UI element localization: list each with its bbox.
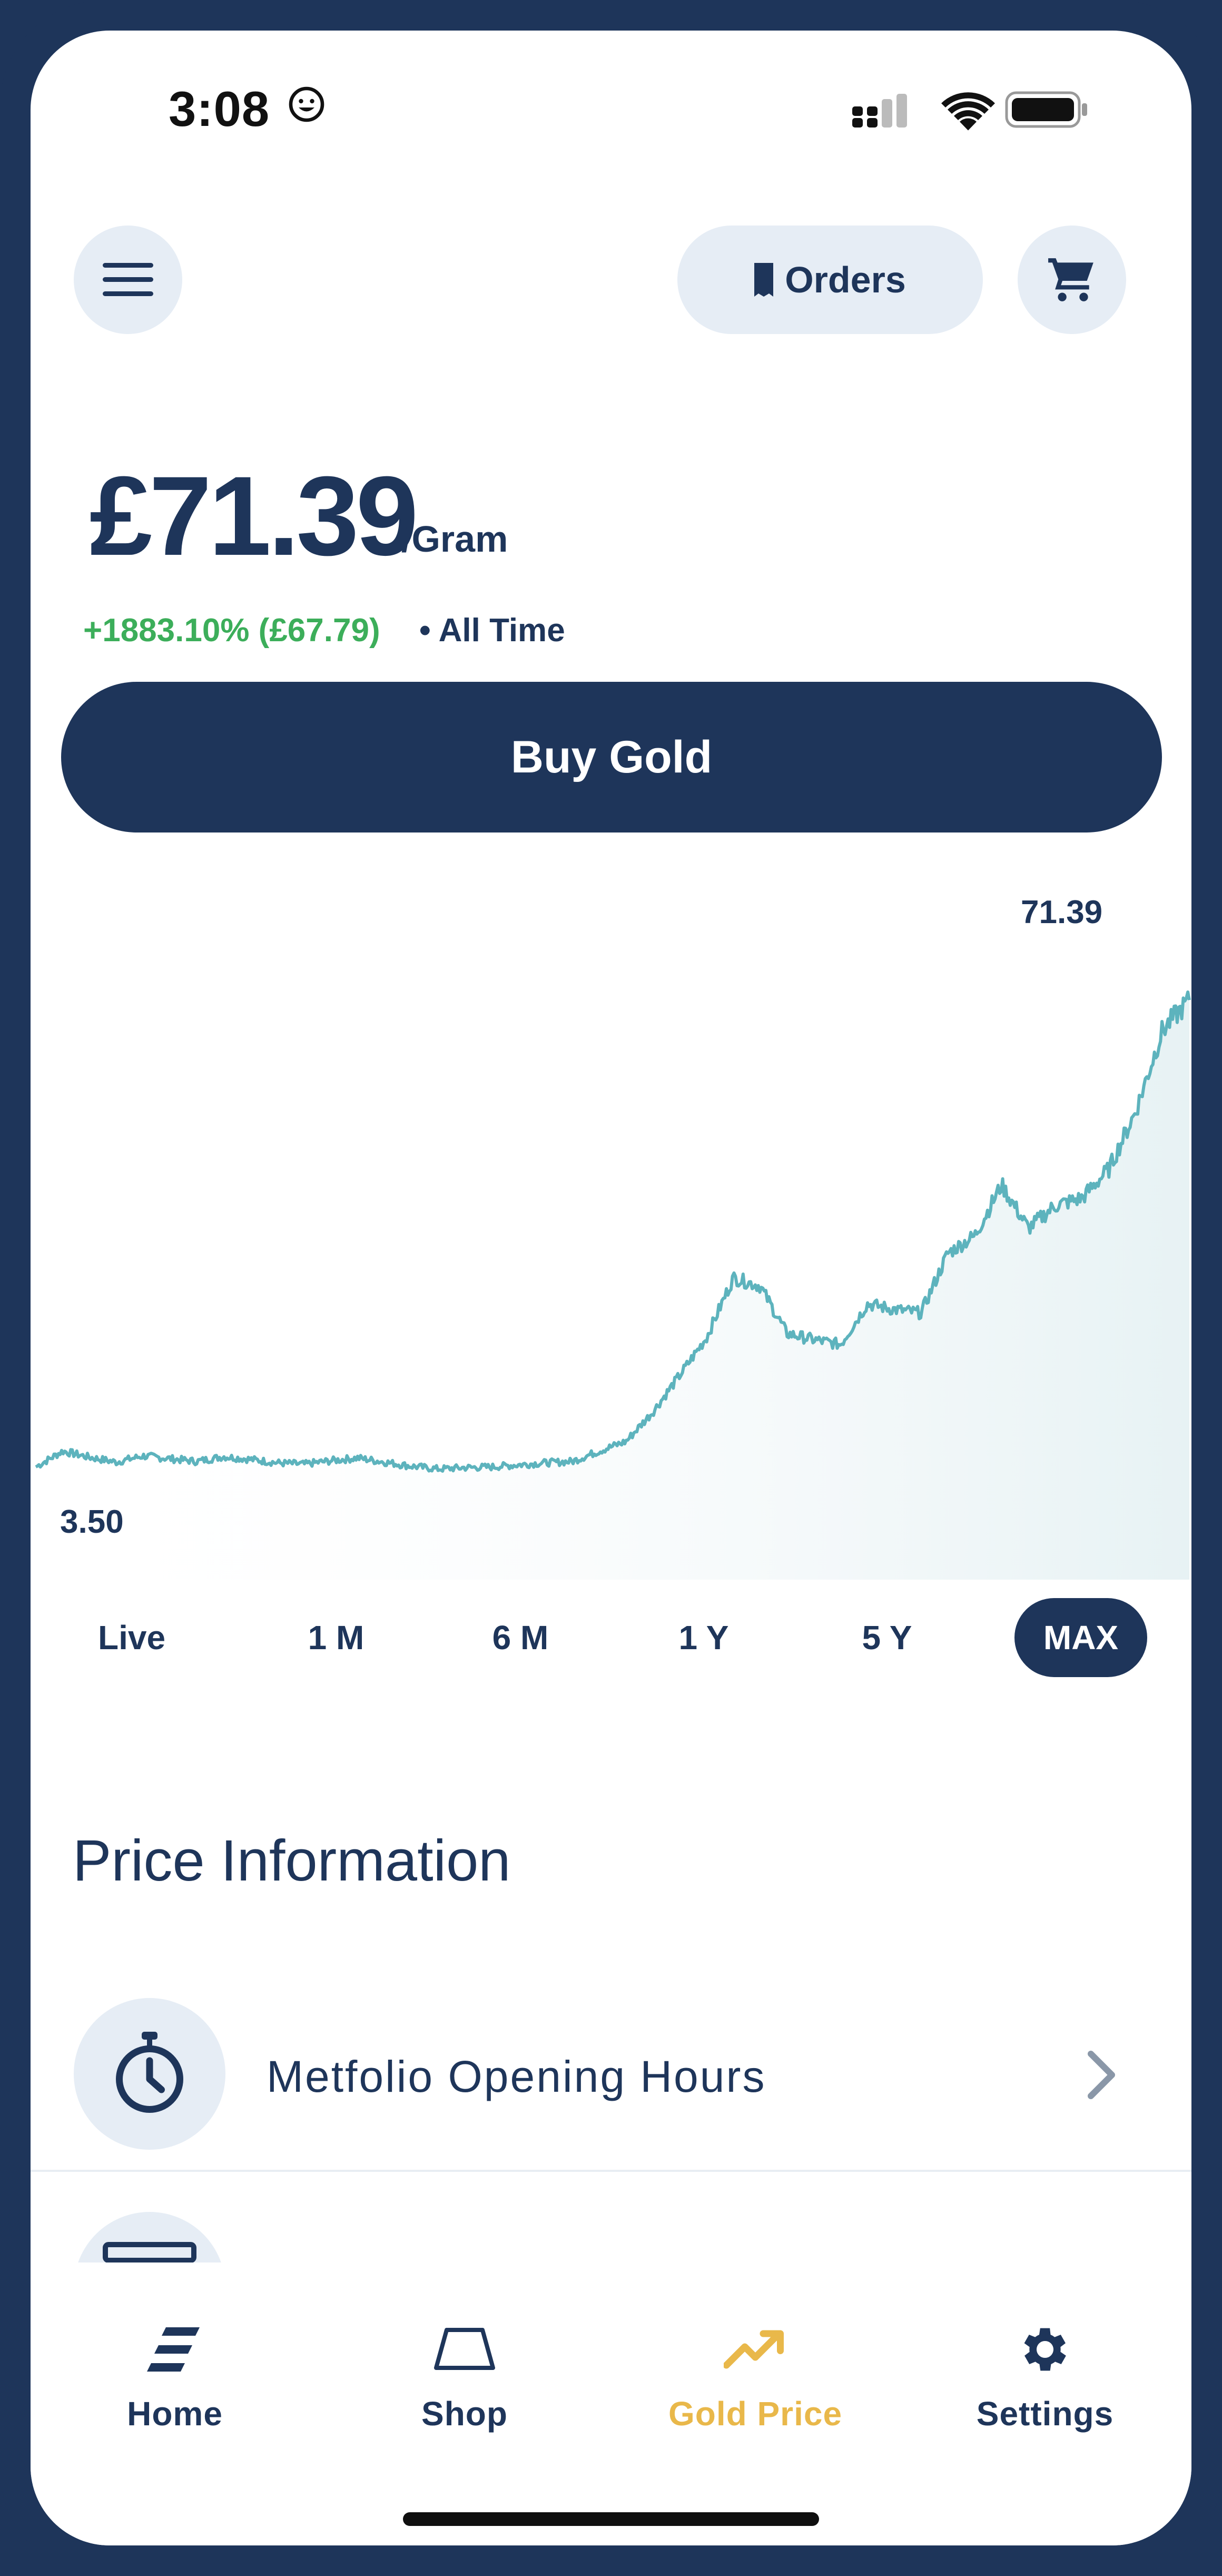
hamburger-menu-icon bbox=[103, 263, 153, 296]
trending-up-icon bbox=[724, 2330, 784, 2369]
tab-settings[interactable]: Settings bbox=[940, 2315, 1150, 2433]
tab-label: Home bbox=[127, 2395, 223, 2433]
document-icon bbox=[103, 2242, 196, 2263]
tab-shop[interactable]: Shop bbox=[359, 2315, 570, 2433]
gold-bar-icon bbox=[434, 2328, 495, 2370]
range-max[interactable]: MAX bbox=[1014, 1598, 1147, 1677]
chart-max-label: 71.39 bbox=[1021, 894, 1103, 931]
range-live[interactable]: Live bbox=[97, 1619, 166, 1657]
chart-area-fill bbox=[36, 992, 1189, 1580]
menu-button[interactable] bbox=[74, 226, 182, 334]
section-title: Price Information bbox=[73, 1828, 511, 1893]
range-1y[interactable]: 1 Y bbox=[678, 1619, 729, 1657]
range-6m[interactable]: 6 M bbox=[492, 1619, 549, 1657]
range-1m[interactable]: 1 M bbox=[308, 1619, 364, 1657]
wifi-icon bbox=[941, 92, 995, 131]
receipt-icon bbox=[754, 263, 774, 297]
range-selector: Live 1 M 6 M 1 Y 5 Y MAX bbox=[31, 1598, 1191, 1677]
home-indicator bbox=[403, 2512, 819, 2526]
home-logo-icon bbox=[147, 2327, 200, 2372]
bottom-tab-bar: Home Shop Gold Price bbox=[31, 2262, 1191, 2545]
gold-price: £71.39 bbox=[90, 453, 419, 579]
tab-gold-price[interactable]: Gold Price bbox=[650, 2315, 861, 2433]
info-row-label: Metfolio Opening Hours bbox=[267, 2052, 766, 2101]
info-icon-wrap bbox=[74, 1998, 225, 2150]
gold-price-chart[interactable] bbox=[31, 895, 1191, 1580]
orders-button[interactable]: Orders bbox=[677, 226, 983, 334]
chevron-right-icon bbox=[1088, 2051, 1115, 2099]
change-period: • All Time bbox=[419, 612, 565, 649]
buy-gold-button[interactable]: Buy Gold bbox=[61, 682, 1162, 832]
gear-icon bbox=[1024, 2328, 1066, 2371]
tab-label: Settings bbox=[976, 2395, 1114, 2433]
row-divider bbox=[31, 2170, 1191, 2172]
tab-label: Gold Price bbox=[668, 2395, 843, 2433]
status-time: 3:08 bbox=[169, 81, 270, 136]
cart-button[interactable] bbox=[1018, 226, 1126, 334]
info-row-opening-hours[interactable]: Metfolio Opening Hours bbox=[31, 1970, 1191, 2191]
price-change: +1883.10% (£67.79) bbox=[83, 612, 380, 649]
app-screen: 3:08 Orders bbox=[31, 31, 1191, 2545]
chart-series-line bbox=[35, 990, 1191, 1473]
smiley-icon bbox=[289, 86, 324, 122]
chart-min-label: 3.50 bbox=[60, 1504, 124, 1540]
price-unit: /Gram bbox=[401, 518, 508, 560]
tab-home[interactable]: Home bbox=[70, 2315, 280, 2433]
stopwatch-icon bbox=[116, 2032, 183, 2113]
orders-label: Orders bbox=[785, 259, 906, 300]
battery-icon bbox=[1005, 91, 1087, 128]
cellular-signal-icon bbox=[852, 94, 907, 128]
shopping-cart-icon bbox=[1048, 258, 1093, 301]
range-5y[interactable]: 5 Y bbox=[862, 1619, 912, 1657]
tab-label: Shop bbox=[421, 2395, 508, 2433]
